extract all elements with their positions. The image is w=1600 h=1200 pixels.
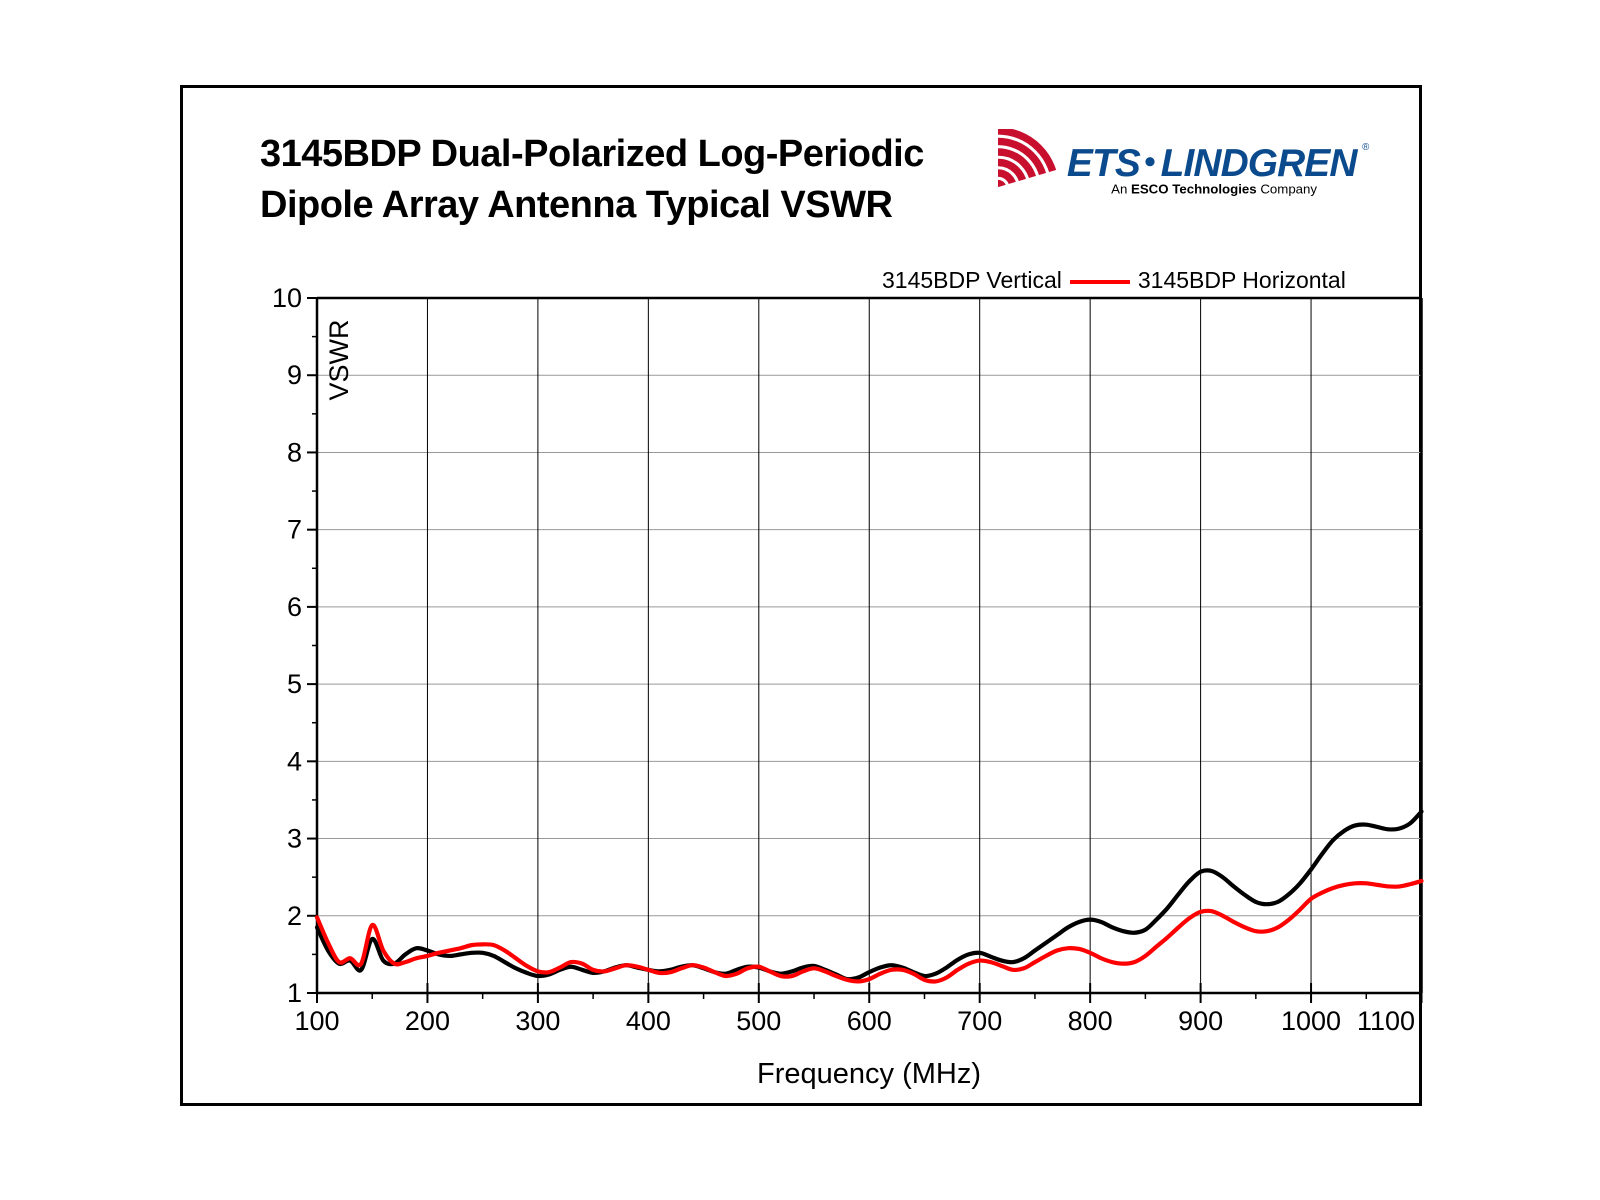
svg-text:9: 9 <box>287 360 302 390</box>
svg-text:3: 3 <box>287 824 302 854</box>
svg-text:1000: 1000 <box>1281 1006 1341 1036</box>
svg-text:600: 600 <box>847 1006 892 1036</box>
svg-text:1: 1 <box>287 978 302 1008</box>
svg-text:8: 8 <box>287 437 302 467</box>
svg-text:300: 300 <box>515 1006 560 1036</box>
svg-text:2: 2 <box>287 901 302 931</box>
svg-text:500: 500 <box>736 1006 781 1036</box>
svg-text:7: 7 <box>287 515 302 545</box>
svg-text:6: 6 <box>287 592 302 622</box>
svg-text:5: 5 <box>287 669 302 699</box>
svg-text:Frequency (MHz): Frequency (MHz) <box>757 1058 981 1090</box>
svg-text:100: 100 <box>294 1006 339 1036</box>
svg-text:10: 10 <box>272 283 302 313</box>
svg-text:400: 400 <box>626 1006 671 1036</box>
svg-text:800: 800 <box>1068 1006 1113 1036</box>
svg-text:1100: 1100 <box>1357 1006 1415 1036</box>
svg-text:700: 700 <box>957 1006 1002 1036</box>
svg-text:VSWR: VSWR <box>324 320 354 401</box>
svg-text:200: 200 <box>405 1006 450 1036</box>
svg-text:4: 4 <box>287 746 302 776</box>
svg-text:900: 900 <box>1178 1006 1223 1036</box>
